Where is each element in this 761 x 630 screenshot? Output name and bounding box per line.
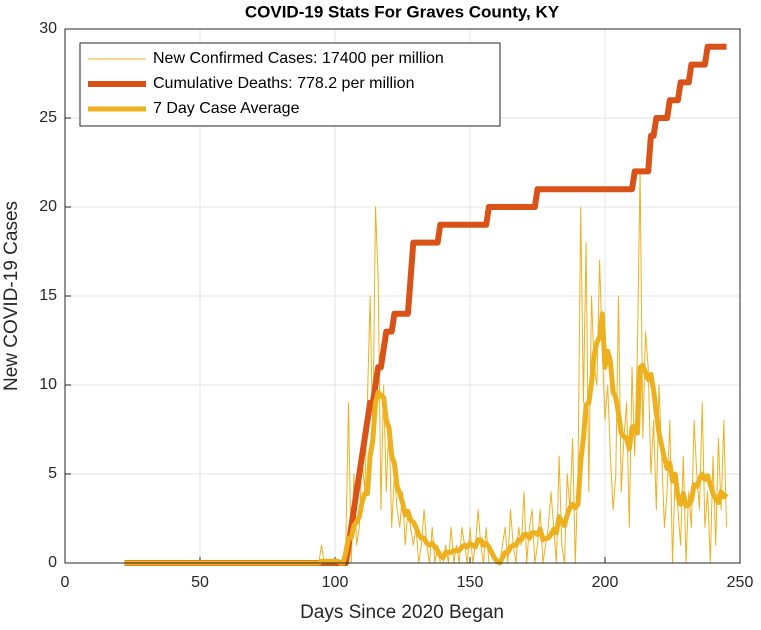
x-tick-label: 50 bbox=[191, 574, 209, 591]
axes-box bbox=[64, 28, 741, 564]
y-tick-label: 20 bbox=[39, 198, 57, 215]
y-tick-label: 25 bbox=[39, 109, 57, 126]
y-tick-label: 15 bbox=[39, 287, 57, 304]
chart-title: COVID-19 Stats For Graves County, KY bbox=[245, 2, 560, 21]
legend-box bbox=[79, 42, 501, 127]
y-tick-label: 5 bbox=[48, 465, 57, 482]
y-tick-label: 30 bbox=[39, 20, 57, 37]
y-tick-label: 0 bbox=[48, 554, 57, 571]
legend: New Confirmed Cases: 17400 per million Cu… bbox=[79, 42, 501, 127]
x-tick-label: 100 bbox=[322, 574, 349, 591]
x-tick-label: 0 bbox=[61, 574, 70, 591]
x-tick-label: 200 bbox=[592, 574, 619, 591]
legend-label: 7 Day Case Average bbox=[153, 100, 300, 117]
x-axis-label: Days Since 2020 Began bbox=[300, 602, 504, 623]
x-tick-label: 150 bbox=[457, 574, 484, 591]
y-tick-label: 10 bbox=[39, 376, 57, 393]
legend-label: New Confirmed Cases: 17400 per million bbox=[153, 50, 444, 67]
y-axis-label: New COVID-19 Cases bbox=[1, 201, 22, 391]
x-tick-label: 250 bbox=[727, 574, 754, 591]
legend-label: Cumulative Deaths: 778.2 per million bbox=[153, 75, 414, 92]
